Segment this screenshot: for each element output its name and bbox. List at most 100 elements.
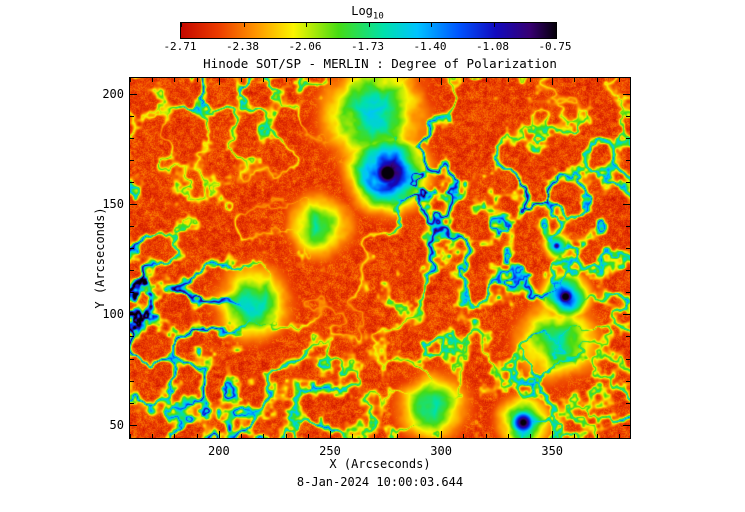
x-minor-tick-top	[152, 78, 154, 82]
x-tick-label: 200	[208, 444, 230, 458]
x-minor-tick-top	[174, 78, 176, 82]
x-minor-tick-top	[285, 78, 287, 82]
y-tick-right	[623, 314, 630, 316]
colorbar-tick-mark	[556, 23, 557, 27]
x-minor-tick-top	[263, 78, 265, 82]
x-tick-top	[552, 78, 554, 85]
colorbar-tick-label: -2.71	[163, 40, 197, 53]
colorbar-title: Log10	[180, 4, 555, 21]
x-minor-tick-top	[307, 78, 309, 82]
colorbar-tick-mark	[243, 23, 245, 27]
colorbar-tick-label: -0.75	[538, 40, 572, 53]
x-minor-tick-top	[374, 78, 376, 82]
x-minor-tick-bottom	[130, 434, 131, 438]
x-minor-tick-bottom	[463, 434, 465, 438]
colorbar-tick-mark	[493, 23, 495, 27]
y-tick-label: 100	[102, 307, 124, 322]
y-tick-left	[130, 314, 137, 316]
x-minor-tick-top	[130, 78, 131, 82]
y-minor-tick-left	[130, 292, 134, 294]
x-minor-tick-top	[241, 78, 243, 82]
x-minor-tick-top	[196, 78, 198, 82]
x-axis-label: X (Arcseconds)	[329, 457, 431, 471]
x-tick-bottom	[441, 431, 443, 438]
y-tick-right	[623, 93, 630, 95]
x-minor-tick-top	[574, 78, 576, 82]
x-minor-tick-bottom	[285, 434, 287, 438]
x-minor-tick-bottom	[352, 434, 354, 438]
y-minor-tick-right	[626, 159, 630, 161]
colorbar-tick-mark	[181, 23, 182, 27]
x-minor-tick-bottom	[196, 434, 198, 438]
y-minor-tick-right	[626, 270, 630, 272]
y-minor-tick-left	[130, 181, 134, 183]
x-tick-bottom	[330, 431, 331, 438]
x-tick-label: 300	[430, 444, 452, 458]
y-minor-tick-right	[626, 358, 630, 360]
y-minor-tick-right	[626, 181, 630, 183]
x-minor-tick-bottom	[574, 434, 576, 438]
y-minor-tick-right	[626, 115, 630, 117]
y-minor-tick-left	[130, 358, 134, 360]
x-minor-tick-bottom	[396, 434, 398, 438]
y-minor-tick-left	[130, 380, 134, 382]
x-minor-tick-bottom	[618, 434, 620, 438]
x-tick-bottom	[218, 431, 220, 438]
x-tick-top	[218, 78, 220, 85]
y-minor-tick-left	[130, 115, 134, 117]
y-minor-tick-right	[626, 402, 630, 404]
y-minor-tick-right	[626, 380, 630, 382]
colorbar-title-text: Log	[351, 4, 373, 18]
x-minor-tick-bottom	[485, 434, 487, 438]
x-minor-tick-top	[418, 78, 420, 82]
colorbar-tick-mark	[306, 23, 307, 27]
colorbar-tick-mark	[368, 23, 370, 27]
x-tick-top	[441, 78, 443, 85]
plot-title: Hinode SOT/SP - MERLIN : Degree of Polar…	[203, 56, 557, 71]
x-minor-tick-bottom	[307, 434, 309, 438]
x-minor-tick-bottom	[152, 434, 154, 438]
x-minor-tick-bottom	[507, 434, 509, 438]
colorbar-tick-label: -2.06	[288, 40, 322, 53]
colorbar-title-subscript: 10	[372, 11, 384, 22]
x-minor-tick-bottom	[241, 434, 243, 438]
y-tick-label: 50	[109, 417, 124, 432]
y-minor-tick-right	[626, 292, 630, 294]
y-tick-label: 200	[102, 86, 124, 101]
polarization-heatmap	[130, 78, 630, 438]
observation-timestamp: 8-Jan-2024 10:00:03.644	[296, 475, 464, 489]
x-minor-tick-top	[485, 78, 487, 82]
x-minor-tick-top	[618, 78, 620, 82]
colorbar-tick-mark	[431, 23, 432, 27]
y-minor-tick-left	[130, 336, 134, 338]
colorbar-tick-label: -2.38	[225, 40, 260, 53]
x-minor-tick-bottom	[418, 434, 420, 438]
y-tick-left	[130, 93, 137, 95]
y-minor-tick-left	[130, 226, 134, 227]
y-minor-tick-right	[626, 226, 630, 227]
x-minor-tick-top	[530, 78, 531, 82]
x-minor-tick-bottom	[530, 434, 531, 438]
colorbar-tick-label: -1.08	[475, 40, 510, 53]
colorbar-tick-label: -1.40	[413, 40, 447, 53]
x-minor-tick-top	[596, 78, 598, 82]
colorbar-tick-label: -1.73	[350, 40, 385, 53]
y-tick-left	[130, 424, 137, 426]
x-minor-tick-bottom	[596, 434, 598, 438]
y-minor-tick-left	[130, 248, 134, 250]
x-tick-top	[330, 78, 331, 85]
y-minor-tick-right	[626, 336, 630, 338]
x-minor-tick-top	[507, 78, 509, 82]
y-tick-right	[623, 424, 630, 426]
y-tick-label: 150	[102, 196, 124, 211]
colorbar	[180, 22, 557, 39]
x-tick-bottom	[552, 431, 554, 438]
y-minor-tick-left	[130, 270, 134, 272]
x-tick-label: 250	[319, 444, 341, 458]
x-minor-tick-bottom	[263, 434, 265, 438]
y-minor-tick-right	[626, 248, 630, 250]
x-tick-label: 350	[541, 444, 564, 458]
x-minor-tick-bottom	[174, 434, 176, 438]
x-minor-tick-top	[463, 78, 465, 82]
